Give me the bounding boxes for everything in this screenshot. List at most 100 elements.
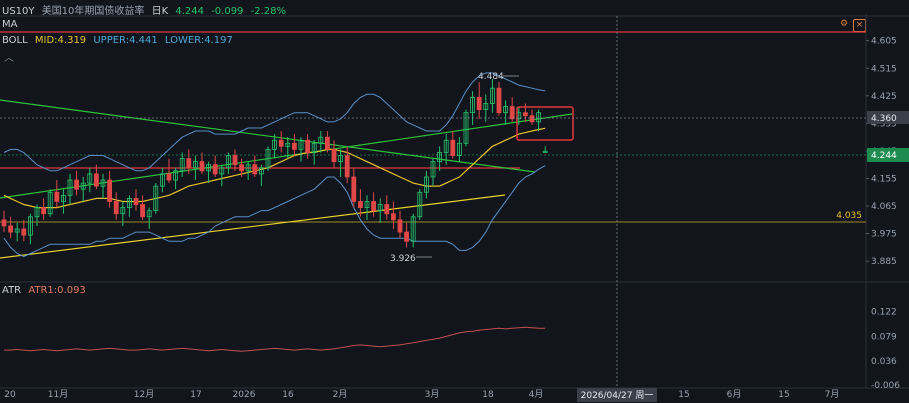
candle-body bbox=[437, 152, 443, 163]
candle-body bbox=[404, 231, 410, 242]
candle-body bbox=[397, 219, 403, 233]
candle-body bbox=[258, 167, 264, 175]
candle-body bbox=[166, 173, 172, 181]
ma-indicator-row: MA bbox=[2, 19, 21, 30]
boll-mid-value: MID:4.319 bbox=[34, 35, 87, 46]
candle-body bbox=[384, 204, 390, 215]
candle-body bbox=[390, 213, 396, 221]
x-tick-label: 12月 bbox=[134, 389, 154, 400]
candle-body bbox=[173, 170, 179, 181]
x-tick-label: 16 bbox=[282, 390, 294, 400]
low-annotation: 3.926 bbox=[390, 254, 416, 264]
candle-body bbox=[61, 194, 66, 202]
boll-indicator-row: BOLL MID:4.319 UPPER:4.441 LOWER:4.197 bbox=[2, 35, 237, 46]
last-price-tag-label: 4.244 bbox=[871, 151, 897, 161]
candle-body bbox=[503, 106, 509, 114]
candle-body bbox=[265, 149, 271, 169]
x-tick-label: 7月 bbox=[825, 389, 840, 400]
level-label: 4.035 bbox=[836, 211, 862, 221]
candle-body bbox=[430, 161, 436, 178]
symbol-label[interactable]: US10Y bbox=[2, 6, 35, 17]
boll-indicator-label[interactable]: BOLL bbox=[2, 35, 28, 46]
boll-upper-value: UPPER:4.441 bbox=[93, 35, 158, 46]
ma-indicator-label[interactable]: MA bbox=[2, 19, 18, 30]
crosshair-price-tag bbox=[867, 111, 909, 124]
x-tick-label: 3月 bbox=[425, 389, 440, 400]
crosshair-price-label: 4.360 bbox=[871, 114, 897, 124]
x-tick-label: 2026 bbox=[233, 390, 256, 400]
y-tick-label: 4.605 bbox=[871, 37, 897, 47]
candle-body bbox=[298, 139, 304, 150]
candle-body bbox=[443, 139, 449, 153]
candle-body bbox=[357, 201, 363, 208]
candle-body bbox=[179, 158, 185, 172]
trend-line-up bbox=[0, 113, 573, 199]
x-tick-label: 6月 bbox=[727, 389, 742, 400]
last-price-tag bbox=[867, 148, 909, 162]
atr-value: ATR1:0.093 bbox=[28, 285, 86, 296]
x-tick-label: 15 bbox=[778, 390, 789, 400]
period-selector[interactable]: 日K bbox=[151, 6, 169, 17]
candle-body bbox=[417, 191, 423, 218]
y-tick-label: 4.425 bbox=[871, 92, 897, 102]
candle-body bbox=[133, 197, 139, 205]
candle-body bbox=[80, 182, 86, 190]
candle-body bbox=[1, 219, 7, 227]
y-tick-label: 4.335 bbox=[871, 119, 897, 129]
candle-body bbox=[311, 142, 317, 153]
candle-body bbox=[225, 155, 231, 169]
price-change: -0.099 bbox=[211, 6, 244, 17]
candle-body bbox=[536, 112, 541, 123]
candle-body bbox=[27, 216, 33, 236]
candle-body bbox=[199, 161, 205, 172]
candle-body bbox=[54, 191, 60, 202]
candle-body bbox=[523, 112, 528, 117]
atr-y-tick-label: 0.079 bbox=[871, 332, 897, 342]
candle-body bbox=[377, 204, 383, 212]
trend-line-yellow bbox=[0, 194, 506, 259]
candle-body bbox=[371, 201, 377, 212]
candle-body bbox=[338, 155, 344, 163]
candle-body bbox=[456, 142, 462, 156]
candle-body bbox=[331, 149, 337, 163]
x-tick-label: 17 bbox=[190, 390, 201, 400]
boll-mid-line bbox=[3, 127, 546, 209]
options-icon[interactable]: ⚙ bbox=[839, 19, 849, 29]
candle-body bbox=[344, 155, 350, 178]
high-annotation: 4.484 bbox=[478, 72, 504, 82]
chevron-up-icon[interactable]: ︿ bbox=[4, 53, 14, 64]
candle-body bbox=[67, 179, 73, 196]
candle-body bbox=[21, 228, 27, 236]
x-tick-label: 4月 bbox=[529, 389, 544, 400]
candle-body bbox=[324, 136, 330, 150]
candle-body bbox=[351, 176, 357, 202]
candle-body bbox=[206, 164, 212, 172]
candle-body bbox=[34, 207, 40, 218]
candle-body bbox=[14, 228, 20, 233]
y-tick-label: 4.515 bbox=[871, 64, 897, 74]
last-price: 4.244 bbox=[175, 6, 204, 17]
candle-body bbox=[159, 173, 165, 187]
candle-body bbox=[94, 173, 99, 187]
candle-body bbox=[470, 96, 476, 114]
candle-body bbox=[272, 139, 278, 150]
candle-body bbox=[41, 207, 46, 215]
instrument-name: 美国10年期国债收益率 bbox=[41, 6, 145, 17]
x-tick-label: 2月 bbox=[333, 389, 348, 400]
atr-indicator-label[interactable]: ATR bbox=[2, 285, 22, 296]
candle-body bbox=[113, 201, 119, 215]
candle-body bbox=[318, 136, 324, 144]
candle-body bbox=[450, 139, 456, 156]
atr-y-tick-label: 0.122 bbox=[871, 308, 897, 318]
x-tick-label: 18 bbox=[482, 390, 494, 400]
candle-body bbox=[232, 155, 238, 166]
y-tick-label: 3.885 bbox=[871, 257, 897, 267]
candle-body bbox=[153, 185, 159, 212]
atr-line bbox=[4, 326, 546, 352]
candle-body bbox=[509, 106, 515, 120]
candle-body bbox=[489, 87, 495, 104]
y-tick-label: 3.975 bbox=[871, 230, 897, 240]
candle-body bbox=[496, 87, 502, 114]
boll-lower-value: LOWER:4.197 bbox=[164, 35, 233, 46]
